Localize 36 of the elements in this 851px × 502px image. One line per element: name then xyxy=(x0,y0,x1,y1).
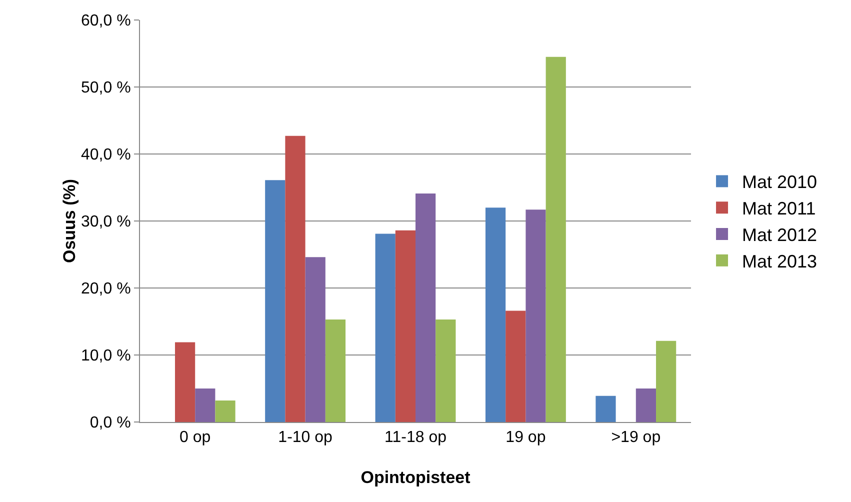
y-tick-label: 40,0 % xyxy=(80,146,131,164)
bar xyxy=(325,319,346,422)
legend-label: Mat 2010 xyxy=(742,172,818,192)
bar xyxy=(174,342,196,422)
bar xyxy=(395,230,416,422)
bar xyxy=(285,136,306,422)
y-tick-label: 10,0 % xyxy=(80,348,131,365)
x-tick-label: 19 op xyxy=(506,429,546,446)
bar xyxy=(506,310,526,422)
bar xyxy=(596,396,616,422)
y-tick-label: 60,0 % xyxy=(80,12,131,30)
bar xyxy=(305,257,326,422)
bar xyxy=(195,388,216,422)
y-tick-label: 30,0 % xyxy=(80,214,131,231)
y-tick-label: 50,0 % xyxy=(80,80,131,97)
x-tick-label: 0 op xyxy=(180,429,211,446)
bar xyxy=(265,180,286,422)
bar xyxy=(636,388,656,422)
x-tick-label: 11-18 op xyxy=(384,429,447,446)
bar xyxy=(416,194,436,422)
legend-label: Mat 2011 xyxy=(742,198,816,219)
bar xyxy=(375,234,396,422)
x-tick-label: >19 op xyxy=(611,429,661,446)
legend-label: Mat 2012 xyxy=(742,225,818,246)
bar xyxy=(215,400,236,422)
x-tick-label: 1-10 op xyxy=(278,429,333,446)
y-tick-label: 0,0 % xyxy=(90,414,131,432)
bar xyxy=(546,56,566,422)
bar xyxy=(656,340,676,422)
x-axis-title: Opintopisteet xyxy=(360,468,471,487)
legend-label: Mat 2013 xyxy=(742,251,818,272)
bar xyxy=(485,208,506,422)
bar xyxy=(436,319,456,422)
y-axis-title: Osuus (%) xyxy=(60,178,79,264)
bar xyxy=(526,210,546,422)
y-tick-label: 20,0 % xyxy=(80,280,131,298)
